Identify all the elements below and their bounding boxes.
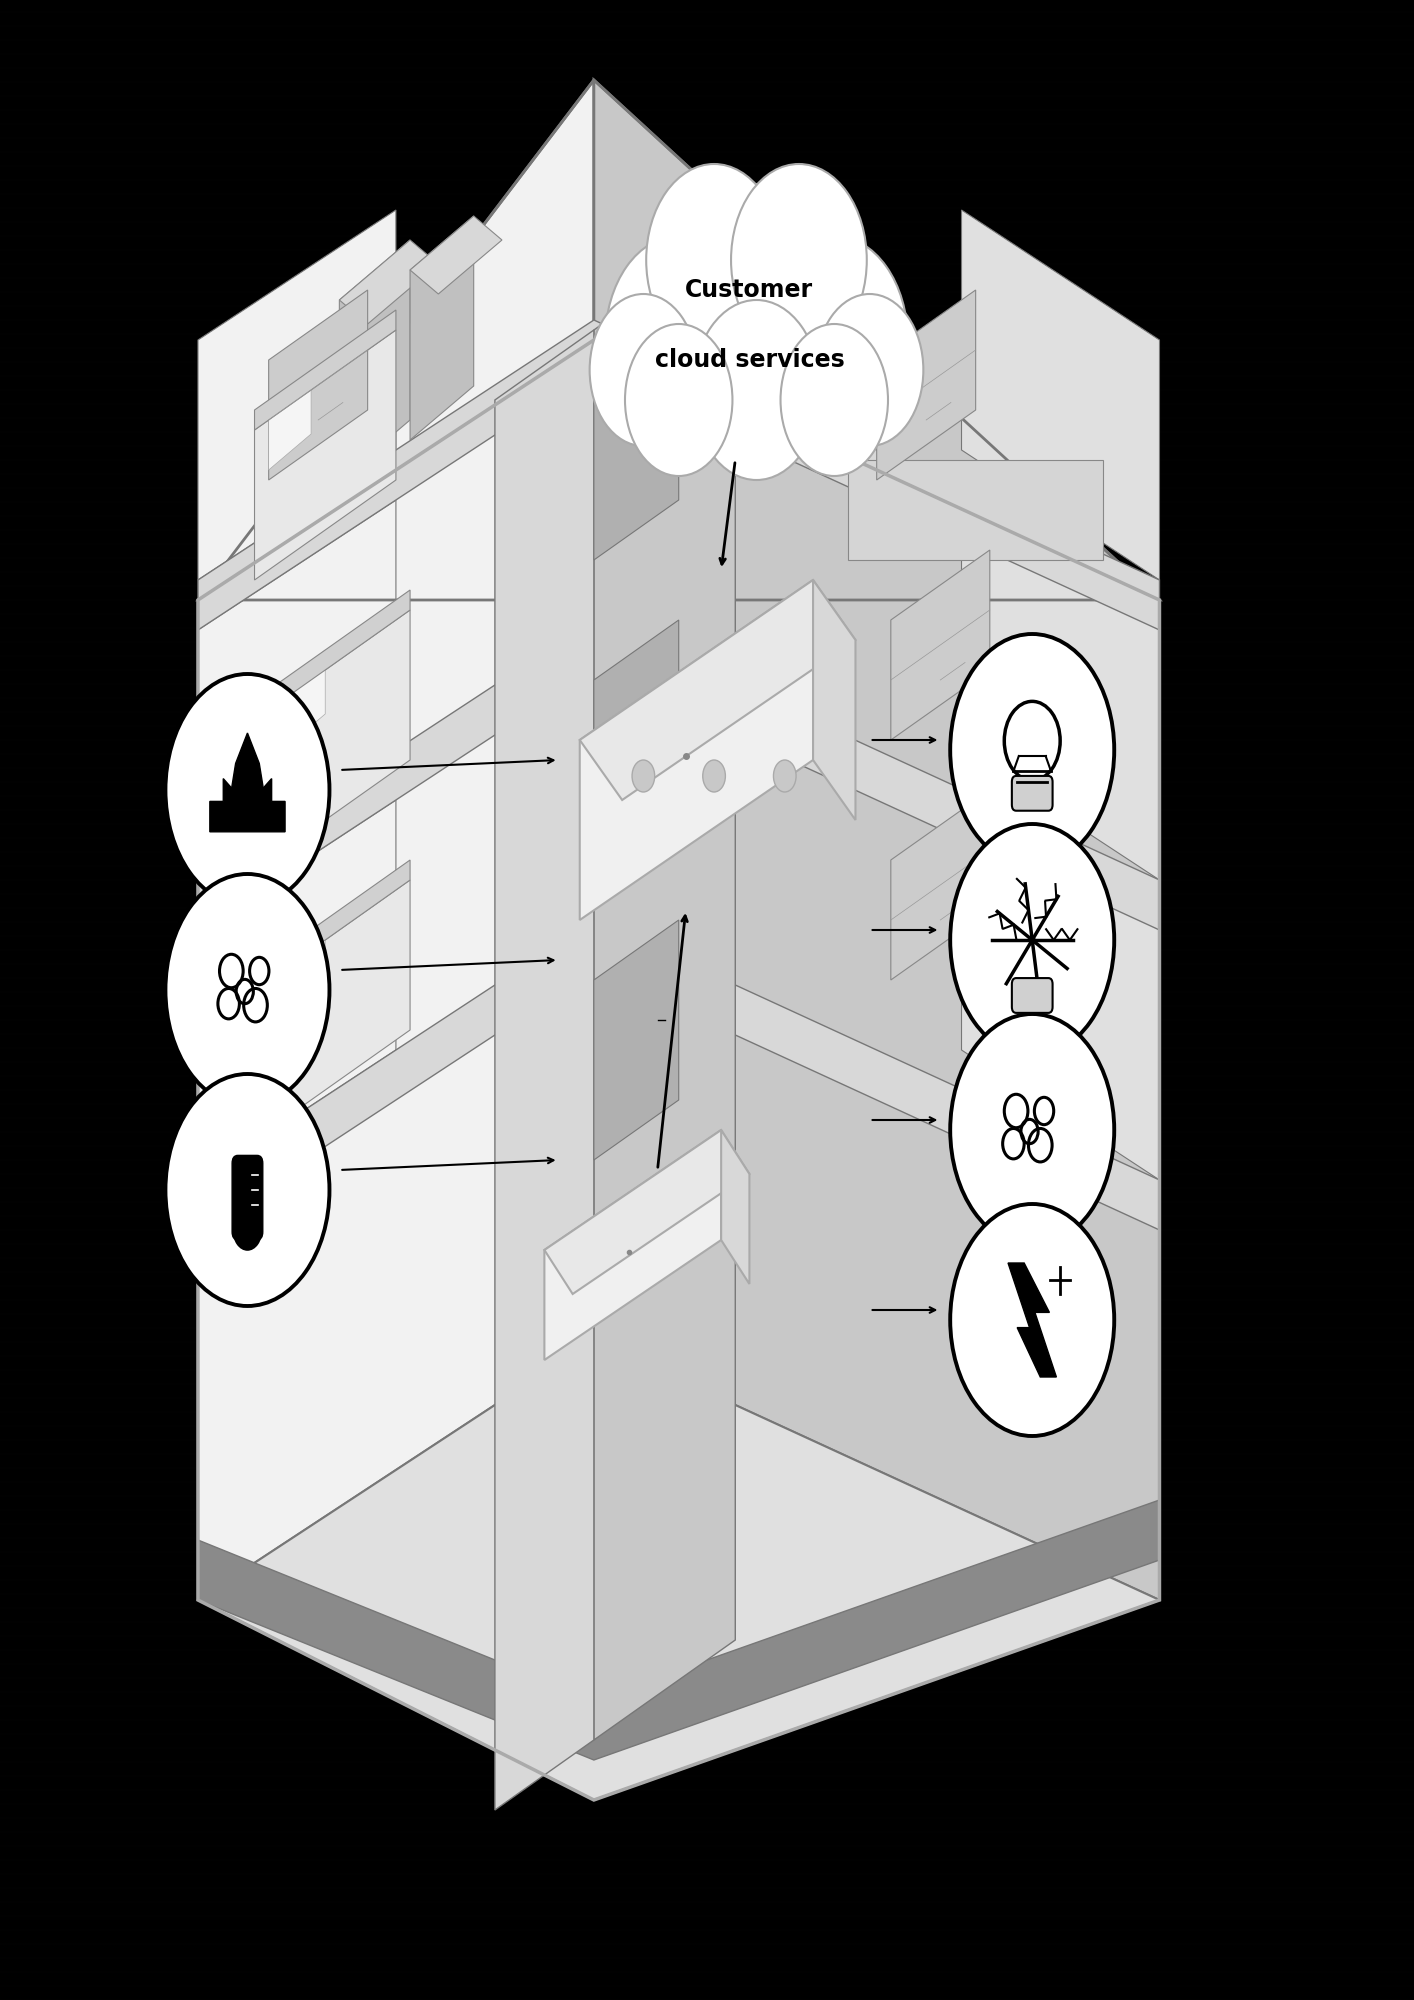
- Polygon shape: [269, 880, 410, 1130]
- Polygon shape: [255, 330, 396, 580]
- Circle shape: [605, 236, 752, 444]
- Circle shape: [590, 294, 697, 446]
- Polygon shape: [410, 216, 502, 294]
- Circle shape: [165, 874, 329, 1106]
- Circle shape: [950, 634, 1114, 866]
- Polygon shape: [594, 620, 679, 860]
- Text: cloud services: cloud services: [655, 348, 844, 372]
- Polygon shape: [877, 290, 976, 480]
- Polygon shape: [594, 320, 679, 560]
- Polygon shape: [495, 330, 594, 1810]
- Circle shape: [646, 164, 782, 356]
- Circle shape: [781, 324, 888, 476]
- Polygon shape: [198, 210, 396, 580]
- Polygon shape: [269, 370, 311, 470]
- Circle shape: [232, 1208, 263, 1250]
- Polygon shape: [255, 310, 396, 430]
- Polygon shape: [339, 240, 438, 324]
- Polygon shape: [848, 460, 1103, 560]
- Polygon shape: [198, 1340, 1159, 1800]
- Polygon shape: [269, 590, 410, 710]
- Polygon shape: [594, 230, 735, 1740]
- Polygon shape: [1008, 1264, 1056, 1376]
- Polygon shape: [594, 80, 1159, 600]
- Polygon shape: [232, 732, 263, 802]
- Polygon shape: [269, 860, 410, 980]
- Text: Customer: Customer: [686, 278, 813, 302]
- Circle shape: [950, 824, 1114, 1056]
- Circle shape: [731, 164, 867, 356]
- Circle shape: [703, 760, 725, 792]
- Polygon shape: [410, 216, 474, 440]
- Polygon shape: [594, 920, 679, 1160]
- Polygon shape: [721, 1130, 749, 1284]
- Polygon shape: [580, 580, 855, 800]
- Polygon shape: [962, 210, 1159, 580]
- Polygon shape: [580, 580, 813, 920]
- Circle shape: [660, 184, 853, 456]
- Polygon shape: [813, 580, 855, 820]
- Polygon shape: [198, 500, 396, 880]
- Polygon shape: [339, 240, 410, 480]
- Circle shape: [950, 1204, 1114, 1436]
- Circle shape: [625, 324, 732, 476]
- Polygon shape: [594, 340, 1159, 1600]
- FancyBboxPatch shape: [1012, 978, 1052, 1012]
- Polygon shape: [544, 1130, 721, 1360]
- Circle shape: [773, 760, 796, 792]
- FancyBboxPatch shape: [232, 1156, 263, 1240]
- Circle shape: [816, 294, 923, 446]
- Polygon shape: [891, 550, 990, 740]
- Polygon shape: [269, 290, 368, 480]
- Polygon shape: [544, 1130, 749, 1294]
- Circle shape: [693, 300, 820, 480]
- FancyBboxPatch shape: [1012, 776, 1052, 810]
- Circle shape: [950, 1014, 1114, 1246]
- Polygon shape: [891, 790, 990, 980]
- Polygon shape: [269, 610, 410, 860]
- Circle shape: [165, 674, 329, 906]
- Polygon shape: [198, 340, 594, 1600]
- Polygon shape: [198, 800, 396, 1180]
- Circle shape: [632, 760, 655, 792]
- Polygon shape: [198, 1500, 1159, 1760]
- Polygon shape: [283, 920, 325, 1020]
- Polygon shape: [198, 80, 594, 600]
- Polygon shape: [283, 650, 325, 750]
- Circle shape: [761, 236, 908, 444]
- Polygon shape: [198, 320, 1159, 630]
- Circle shape: [165, 1074, 329, 1306]
- Polygon shape: [962, 500, 1159, 880]
- Polygon shape: [209, 778, 286, 832]
- Polygon shape: [198, 620, 1159, 930]
- Polygon shape: [962, 800, 1159, 1180]
- Polygon shape: [198, 920, 1159, 1230]
